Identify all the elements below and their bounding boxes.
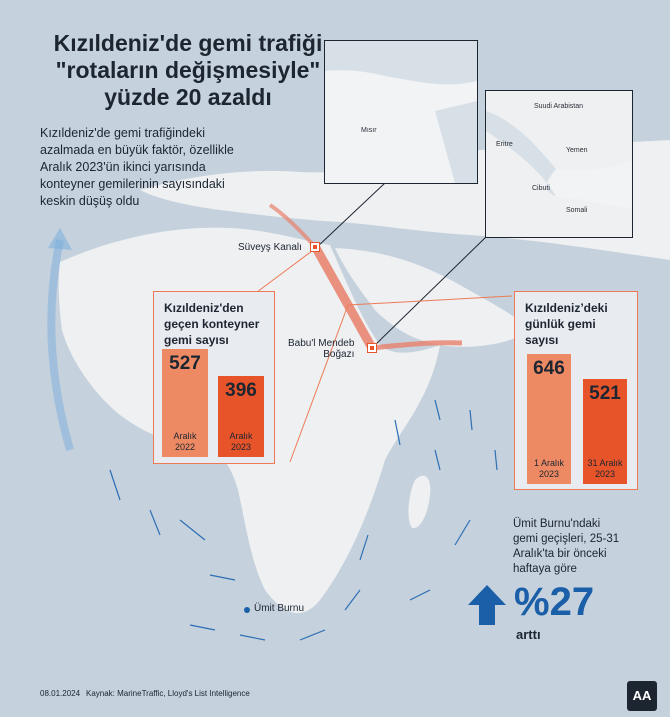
madagascar-land (408, 476, 430, 529)
chart2-bar-1-value: 646 (527, 358, 571, 380)
chart2-title: Kızıldeniz’deki günlük gemi sayısı (525, 300, 608, 348)
inset-label-somalia: Somali (566, 207, 587, 214)
note-line-2: gemi geçişleri, 25-31 (513, 532, 653, 547)
chart1-bar-1-label: Aralık 2022 (162, 431, 208, 453)
label-suez: Süveyş Kanalı (238, 242, 302, 253)
chart-panel-daily-ships: Kızıldeniz’deki günlük gemi sayısı 646 1 … (514, 291, 638, 490)
footer-date: 08.01.2024 (40, 689, 80, 698)
chart1-bar-1-value: 527 (162, 353, 208, 375)
chart2-bar-2: 521 31 Aralık 2023 (583, 379, 627, 484)
chart1-title-line-3: gemi sayısı (164, 332, 259, 348)
inset-label-eritrea: Eritre (496, 141, 513, 148)
chart2-bar-2-label: 31 Aralık 2023 (583, 458, 627, 480)
intro-line-4: konteyner gemilerinin sayısındaki (40, 176, 280, 193)
chart1-bar-2-value: 396 (218, 380, 264, 402)
chart-panel-containers: Kızıldeniz'den geçen konteyner gemi sayı… (153, 291, 275, 464)
inset-label-djibouti: Cibuti (532, 185, 550, 192)
big-sub: arttı (516, 627, 541, 642)
intro-line-5: keskin düşüş oldu (40, 193, 280, 210)
chart2-bar-1-label: 1 Aralık 2023 (527, 458, 571, 480)
aa-logo: AA (627, 681, 657, 711)
bab-marker (367, 343, 377, 353)
intro-line-3: Aralık 2023'ün ikinci yarısında (40, 159, 280, 176)
chart2-bar-1: 646 1 Aralık 2023 (527, 354, 571, 484)
inset-map-bab: Suudi Arabistan Yemen Eritre Cibuti Soma… (485, 90, 633, 238)
chart2-title-line-3: sayısı (525, 332, 608, 348)
inset-label-saudi: Suudi Arabistan (534, 103, 583, 110)
note-line-3: Aralık'ta bir önceki (513, 547, 653, 562)
chart1-bar-2-label: Aralık 2023 (218, 431, 264, 453)
chart2-title-line-2: günlük gemi (525, 316, 608, 332)
cape-note: Ümit Burnu'ndaki gemi geçişleri, 25-31 A… (513, 517, 653, 577)
chart1-bar-1: 527 Aralık 2022 (162, 349, 208, 457)
page-title: Kızıldeniz'de gemi trafiği "rotaların de… (38, 30, 338, 111)
inset-map-egypt: Mısır (324, 40, 478, 184)
inset-label-egypt: Mısır (361, 127, 377, 134)
chart1-title: Kızıldeniz'den geçen konteyner gemi sayı… (164, 300, 259, 348)
footer-source: Kaynak: MarineTraffic, Lloyd's List Inte… (86, 689, 250, 698)
chart1-bar-2: 396 Aralık 2023 (218, 376, 264, 457)
note-line-1: Ümit Burnu'ndaki (513, 517, 653, 532)
inset-label-yemen: Yemen (566, 147, 588, 154)
suez-marker (310, 242, 320, 252)
note-line-4: haftaya göre (513, 562, 653, 577)
intro-line-2: azalmada en büyük faktör, özellikle (40, 142, 280, 159)
chart2-bar-2-value: 521 (583, 383, 627, 405)
chart1-title-line-1: Kızıldeniz'den (164, 300, 259, 316)
label-cape: Ümit Burnu (254, 603, 304, 614)
intro-line-1: Kızıldeniz'de gemi trafiğindeki (40, 125, 280, 142)
increase-arrow-icon (468, 585, 506, 625)
title-line-1: Kızıldeniz'de gemi trafiği (38, 30, 338, 57)
big-percent: %27 (514, 580, 594, 625)
label-bab-line-1: Babu'l Mendeb (288, 338, 354, 349)
label-bab-line-2: Boğazı (288, 349, 354, 360)
chart1-title-line-2: geçen konteyner (164, 316, 259, 332)
intro-text: Kızıldeniz'de gemi trafiğindeki azalmada… (40, 125, 280, 210)
label-bab: Babu'l Mendeb Boğazı (288, 338, 354, 360)
cape-marker (244, 607, 250, 613)
title-line-2: "rotaların değişmesiyle" (38, 57, 338, 84)
title-line-3: yüzde 20 azaldı (38, 84, 338, 111)
chart2-title-line-1: Kızıldeniz’deki (525, 300, 608, 316)
